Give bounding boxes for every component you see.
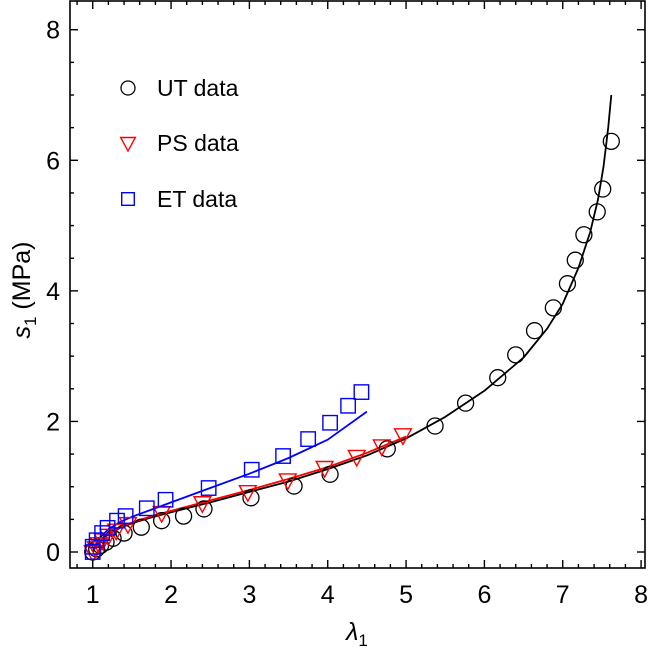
x-tick-label: 3 — [242, 581, 256, 609]
x-tick-label: 5 — [399, 581, 413, 609]
circle-marker — [195, 500, 213, 518]
legend: UT data PS data ET data — [119, 75, 239, 212]
triangle-marker-icon — [119, 136, 137, 153]
y-tick-label: 8 — [46, 17, 60, 45]
square-marker — [353, 384, 370, 400]
x-tick-label: 1 — [86, 581, 100, 609]
y-axis-symbol: s — [8, 326, 36, 339]
square-marker — [322, 414, 338, 431]
legend-label: UT data — [157, 75, 239, 101]
triangle-marker — [192, 496, 212, 514]
legend-label: ET data — [157, 186, 237, 212]
circle-marker — [489, 369, 507, 387]
square-marker — [200, 480, 217, 496]
circle-marker-icon — [120, 80, 136, 96]
circle-marker — [456, 394, 475, 412]
triangle-marker — [372, 439, 392, 457]
square-marker — [243, 461, 260, 478]
square-marker — [109, 512, 125, 529]
square-marker — [275, 448, 291, 464]
x-tick-label: 6 — [477, 581, 491, 609]
x-tick-label: 7 — [556, 581, 570, 609]
circle-marker — [242, 489, 260, 507]
x-tick-label: 4 — [321, 581, 335, 609]
square-marker — [300, 431, 317, 447]
legend-item: PS data — [119, 130, 239, 156]
y-axis-subscript: 1 — [21, 317, 40, 326]
x-axis-symbol: λ — [344, 618, 358, 646]
axis-ticks — [70, 1, 645, 568]
axes-frame — [69, 0, 646, 569]
x-tick-label: 2 — [164, 581, 178, 609]
triangle-marker — [393, 428, 413, 446]
y-axis-unit: (MPa) — [8, 242, 36, 317]
circle-marker — [525, 322, 544, 340]
circle-marker — [507, 346, 525, 364]
triangle-marker — [278, 473, 298, 491]
circle-marker — [566, 251, 584, 269]
square-marker — [117, 508, 134, 524]
y-tick-label: 6 — [46, 147, 60, 175]
circle-marker — [378, 440, 396, 458]
circle-marker — [594, 180, 612, 198]
triangle-marker — [238, 484, 258, 503]
data-markers — [83, 132, 620, 563]
triangle-marker — [106, 523, 126, 542]
circle-marker — [426, 417, 444, 435]
y-tick-label: 0 — [46, 539, 60, 567]
circle-marker — [602, 132, 620, 151]
y-axis-title: s1 (MPa) — [8, 242, 40, 339]
circle-marker — [132, 518, 150, 536]
triangle-marker — [347, 449, 367, 468]
et-data-series — [84, 384, 370, 560]
y-tick-label: 4 — [46, 278, 60, 306]
square-marker — [340, 397, 356, 414]
axis-tick-labels: 1 2 3 4 5 6 7 8 0 2 4 6 8 — [46, 17, 648, 609]
circle-marker — [558, 275, 577, 293]
square-marker-icon — [120, 191, 135, 206]
legend-item: ET data — [120, 186, 237, 212]
legend-label: PS data — [157, 130, 239, 156]
x-tick-label: 8 — [634, 581, 648, 609]
circle-marker — [153, 512, 171, 530]
x-axis-title: λ1 — [344, 618, 368, 650]
x-axis-subscript: 1 — [358, 631, 367, 650]
circle-marker — [544, 299, 562, 317]
triangle-marker — [315, 460, 335, 479]
square-marker — [157, 491, 174, 508]
circle-marker — [174, 507, 193, 525]
square-marker — [94, 525, 111, 541]
circle-marker — [588, 203, 606, 221]
legend-item: UT data — [120, 75, 239, 101]
square-marker — [138, 500, 155, 517]
circle-marker — [575, 226, 593, 244]
y-tick-label: 2 — [46, 408, 60, 436]
